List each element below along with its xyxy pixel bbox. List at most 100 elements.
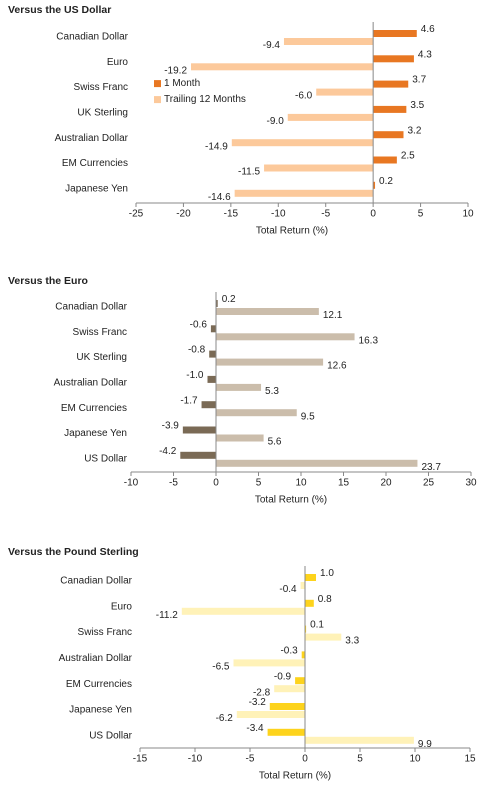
bar [201,401,216,409]
x-tick-label: 5 [418,209,424,220]
x-tick-label: -25 [129,209,144,220]
bar [373,156,397,164]
x-tick-label: 0 [302,754,308,765]
value-label: -0.8 [188,345,206,356]
category-label: Japanese Yen [65,183,128,194]
value-label: 3.7 [412,75,426,86]
category-label: Australian Dollar [54,378,128,389]
value-label: 0.8 [318,594,332,605]
x-axis-label: Total Return (%) [259,771,331,782]
category-label: Australian Dollar [59,653,133,664]
x-tick-label: -20 [176,209,191,220]
category-label: Swiss Franc [74,82,128,93]
value-label: -3.9 [162,421,180,432]
category-label: EM Currencies [62,158,128,169]
category-label: EM Currencies [66,679,132,690]
chart-title: Versus the Pound Sterling [8,546,139,558]
bar [216,409,297,417]
value-label: -0.4 [279,584,297,595]
category-label: Japanese Yen [64,428,127,439]
chart-title: Versus the Euro [8,275,88,287]
legend-swatch [154,80,161,88]
bar [182,426,216,434]
x-tick-label: 15 [338,478,350,489]
category-label: Japanese Yen [69,705,132,716]
value-label: -6.0 [295,91,313,102]
x-tick-label: 30 [465,478,477,489]
bar [264,164,374,172]
value-label: -11.5 [238,167,260,178]
bar [373,80,409,88]
value-label: 4.6 [421,24,435,35]
x-tick-label: 10 [295,478,307,489]
bar [216,358,324,366]
value-label: -0.6 [190,319,208,330]
category-label: Euro [111,601,133,612]
bar [216,459,418,467]
x-tick-label: 20 [380,478,392,489]
category-label: Canadian Dollar [56,32,128,43]
category-label: Canadian Dollar [60,576,132,587]
bar [216,333,355,341]
value-label: -3.4 [246,723,264,734]
value-label: -4.2 [159,446,177,457]
value-label: 12.6 [327,361,347,372]
bar [305,736,414,744]
bar [305,625,307,633]
x-tick-label: -10 [188,754,203,765]
value-label: -19.2 [164,65,187,76]
bar [300,582,305,589]
value-label: -6.5 [212,662,230,673]
value-label: 3.2 [407,125,421,136]
value-label: 4.3 [418,49,432,60]
x-tick-label: 0 [370,209,376,220]
bar [373,30,417,37]
category-label: US Dollar [84,453,127,464]
x-axis-label: Total Return (%) [255,495,327,506]
x-axis-label: Total Return (%) [256,226,328,237]
category-label: Swiss Franc [78,627,132,638]
value-label: -3.2 [249,697,267,708]
bar [216,300,218,307]
legend-label: Trailing 12 Months [164,94,246,105]
value-label: 12.1 [323,310,343,321]
category-label: Australian Dollar [55,133,129,144]
value-label: -1.0 [186,370,204,381]
value-label: 5.6 [268,437,282,448]
bar [269,703,305,710]
value-label: 0.2 [379,176,393,187]
value-label: -9.4 [263,40,281,51]
bar [181,607,305,615]
value-label: 2.5 [401,151,415,162]
bar [216,434,264,442]
bar [207,375,216,383]
bar [267,728,305,736]
value-label: 0.2 [222,294,236,305]
bar [234,189,374,197]
x-tick-label: -15 [224,209,239,220]
value-label: 3.5 [410,100,424,111]
x-tick-label: -15 [133,754,148,765]
value-label: 9.5 [301,411,315,422]
x-tick-label: -10 [271,209,286,220]
bar [283,38,374,45]
x-tick-label: 15 [464,754,476,765]
x-tick-label: 5 [256,478,262,489]
bar [287,113,374,121]
value-label: 3.3 [345,636,359,647]
value-label: -0.3 [280,646,298,657]
bar [373,181,376,189]
bar [191,63,374,71]
category-label: Euro [107,57,129,68]
legend-label: 1 Month [164,78,200,89]
bar [209,350,216,358]
bar [305,599,314,607]
bar [180,451,216,459]
x-tick-label: -10 [124,478,139,489]
value-label: -0.9 [274,671,292,682]
x-tick-label: -5 [246,754,255,765]
bar [373,105,407,113]
bar [216,308,319,315]
